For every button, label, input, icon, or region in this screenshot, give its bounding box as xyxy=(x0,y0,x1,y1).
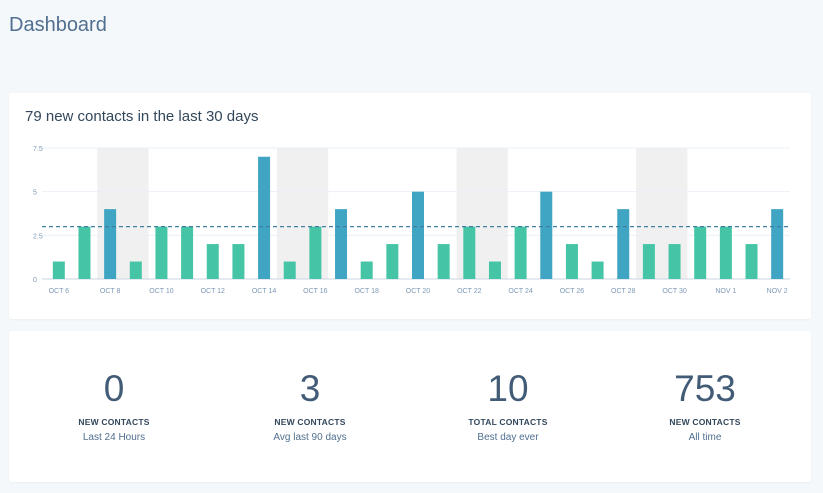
chart-bar xyxy=(745,244,758,279)
page-title: Dashboard xyxy=(9,14,107,36)
chart-bar xyxy=(155,226,168,279)
x-tick-label: OCT 28 xyxy=(611,288,635,295)
chart-bar xyxy=(335,209,348,279)
chart-bar xyxy=(488,261,501,279)
x-tick-label: OCT 24 xyxy=(508,288,532,295)
chart-bar xyxy=(437,244,450,279)
chart-bar xyxy=(694,226,707,279)
x-tick-label: OCT 10 xyxy=(149,288,173,295)
stat-label: NEW CONTACTS xyxy=(78,417,150,427)
x-tick-label: OCT 22 xyxy=(457,288,481,295)
stat-subtitle: Best day ever xyxy=(477,432,539,443)
stat-subtitle: Last 24 Hours xyxy=(82,432,146,443)
stat-label: NEW CONTACTS xyxy=(274,417,346,427)
y-tick-label: 2.5 xyxy=(33,233,43,240)
chart-bar xyxy=(642,244,655,279)
stat-value: 753 xyxy=(674,368,736,409)
chart-bar xyxy=(540,191,553,279)
contacts-chart-card: 79 new contacts in the last 30 days 0 2.5… xyxy=(9,93,811,319)
stat-subtitle: All time xyxy=(688,432,722,443)
chart-bar xyxy=(771,209,784,279)
chart-bar xyxy=(719,226,732,279)
x-tick-label: OCT 30 xyxy=(662,288,686,295)
stat-subtitle: Avg last 90 days xyxy=(273,432,347,443)
chart-bar xyxy=(78,226,91,279)
chart-title: 79 new contacts in the last 30 days xyxy=(25,108,259,125)
x-tick-label: NOV 1 xyxy=(715,288,736,295)
chart-bar xyxy=(591,261,604,279)
chart-bar xyxy=(514,226,527,279)
chart-bar xyxy=(617,209,630,279)
chart-bar xyxy=(360,261,373,279)
stat-label: NEW CONTACTS xyxy=(669,417,741,427)
chart-bar xyxy=(283,261,296,279)
stat-new-contacts-24h: 0 NEW CONTACTS Last 24 Hours xyxy=(14,331,214,443)
chart-bar xyxy=(565,244,578,279)
chart-bar xyxy=(258,156,271,279)
x-tick-label: OCT 16 xyxy=(303,288,327,295)
chart-bar xyxy=(181,226,194,279)
chart-bar xyxy=(668,244,681,279)
x-tick-label: OCT 26 xyxy=(560,288,584,295)
chart-bar xyxy=(206,244,219,279)
stats-card: 0 NEW CONTACTS Last 24 Hours 3 NEW CONTA… xyxy=(9,331,811,482)
x-tick-label: OCT 12 xyxy=(201,288,225,295)
contacts-bar-chart: 0 2.5 5 7.5 OCT 6 OCT 8 OCT 10 OCT 12 OCT 14 OCT … xyxy=(33,146,790,295)
x-tick-label: OCT 8 xyxy=(100,288,121,295)
chart-bar xyxy=(309,226,322,279)
chart-bar xyxy=(463,226,476,279)
stat-value: 10 xyxy=(487,368,529,409)
y-tick-label: 0 xyxy=(33,277,37,284)
stat-value: 0 xyxy=(103,368,125,409)
stat-label: TOTAL CONTACTS xyxy=(468,417,548,427)
chart-bar xyxy=(412,191,424,279)
stat-avg-90-days: 3 NEW CONTACTS Avg last 90 days xyxy=(210,331,410,443)
y-tick-label: 7.5 xyxy=(33,146,43,153)
chart-bar xyxy=(232,244,245,279)
stat-all-time: 753 NEW CONTACTS All time xyxy=(605,331,805,443)
x-tick-label: OCT 14 xyxy=(252,288,276,295)
stat-best-day: 10 TOTAL CONTACTS Best day ever xyxy=(408,331,608,443)
chart-bar xyxy=(129,261,142,279)
x-tick-label: OCT 6 xyxy=(49,288,70,295)
y-tick-label: 5 xyxy=(33,190,37,197)
x-tick-label: NOV 2 xyxy=(767,288,788,295)
stat-value: 3 xyxy=(299,368,321,409)
chart-bar xyxy=(386,244,399,279)
chart-bar xyxy=(104,209,117,279)
x-tick-label: OCT 20 xyxy=(406,288,430,295)
x-tick-label: OCT 18 xyxy=(354,288,378,295)
chart-bar xyxy=(52,261,65,279)
